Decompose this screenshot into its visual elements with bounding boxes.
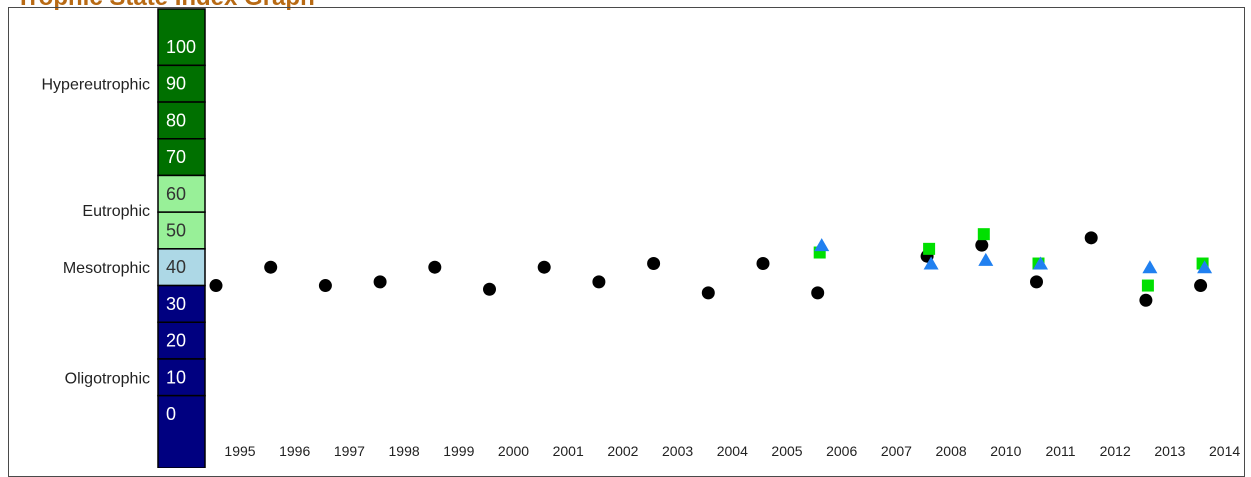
year-label-2014: 2014 bbox=[1209, 443, 1240, 459]
scale-label-60: 60 bbox=[166, 184, 186, 204]
circle-marker-2006 bbox=[811, 286, 825, 300]
year-label-1999: 1999 bbox=[443, 443, 474, 459]
scale-label-0: 0 bbox=[166, 404, 176, 424]
scale-cell-90 bbox=[157, 64, 206, 103]
circle-marker-1996 bbox=[264, 260, 278, 274]
year-label-2005: 2005 bbox=[771, 443, 802, 459]
chart-title: Trophic State Index Graph bbox=[16, 0, 315, 10]
band-label-eutrophic: Eutrophic bbox=[82, 203, 150, 220]
year-label-2011: 2011 bbox=[1045, 443, 1075, 459]
square-marker-2013 bbox=[1141, 279, 1154, 292]
square-marker-2010 bbox=[977, 228, 990, 241]
year-label-2012: 2012 bbox=[1100, 443, 1131, 459]
scale-label-90: 90 bbox=[166, 74, 186, 94]
scale-cell-10 bbox=[157, 358, 206, 397]
year-label-1998: 1998 bbox=[389, 443, 420, 459]
scale-cell-30 bbox=[157, 284, 206, 323]
year-label-2001: 2001 bbox=[553, 443, 584, 459]
triangle-marker-2013 bbox=[1142, 260, 1158, 274]
year-label-1997: 1997 bbox=[334, 443, 365, 459]
scale-cell-20 bbox=[157, 321, 206, 360]
scale-label-50: 50 bbox=[166, 221, 186, 241]
circle-marker-2001 bbox=[537, 260, 551, 274]
year-label-2003: 2003 bbox=[662, 443, 693, 459]
year-label-2008: 2008 bbox=[936, 443, 967, 459]
circle-marker-1998 bbox=[373, 275, 387, 289]
band-label-hypereutrophic: Hypereutrophic bbox=[42, 77, 151, 94]
year-label-2002: 2002 bbox=[607, 443, 638, 459]
scale-label-10: 10 bbox=[166, 367, 186, 387]
square-marker-2008 bbox=[923, 242, 936, 255]
scale-label-80: 80 bbox=[166, 110, 186, 130]
triangle-marker-2014 bbox=[1197, 260, 1213, 274]
year-label-2013: 2013 bbox=[1154, 443, 1185, 459]
triangle-marker-2008 bbox=[923, 256, 939, 270]
scale-label-40: 40 bbox=[166, 257, 186, 277]
circle-marker-1995 bbox=[209, 279, 223, 293]
band-label-oligotrophic: Oligotrophic bbox=[65, 370, 150, 387]
scale-label-30: 30 bbox=[166, 294, 186, 314]
circle-marker-2000 bbox=[483, 282, 496, 296]
circle-marker-2013 bbox=[1139, 293, 1153, 307]
circle-marker-2012 bbox=[1084, 231, 1098, 245]
scale-cell-100 bbox=[157, 8, 206, 67]
scale-label-70: 70 bbox=[166, 147, 186, 167]
triangle-marker-2006 bbox=[814, 238, 830, 252]
band-label-mesotrophic: Mesotrophic bbox=[63, 260, 150, 277]
circle-marker-2004 bbox=[701, 286, 715, 300]
scale-label-20: 20 bbox=[166, 331, 186, 351]
circle-marker-2002 bbox=[592, 275, 606, 289]
year-label-2004: 2004 bbox=[717, 443, 748, 459]
circle-marker-2014 bbox=[1194, 279, 1208, 293]
year-label-2006: 2006 bbox=[826, 443, 857, 459]
year-label-1996: 1996 bbox=[279, 443, 310, 459]
triangle-marker-2010 bbox=[978, 252, 994, 266]
circle-marker-2010 bbox=[975, 238, 989, 252]
circle-marker-1999 bbox=[428, 260, 442, 274]
year-label-1995: 1995 bbox=[224, 443, 255, 459]
circle-marker-2005 bbox=[756, 257, 770, 271]
year-label-2010: 2010 bbox=[990, 443, 1021, 459]
circle-marker-2011 bbox=[1030, 275, 1043, 289]
circle-marker-1997 bbox=[318, 279, 332, 293]
year-label-2007: 2007 bbox=[881, 443, 912, 459]
circle-marker-2003 bbox=[647, 257, 661, 271]
scale-label-100: 100 bbox=[166, 37, 196, 57]
triangle-marker-2011 bbox=[1033, 256, 1048, 270]
year-label-2000: 2000 bbox=[498, 443, 529, 459]
